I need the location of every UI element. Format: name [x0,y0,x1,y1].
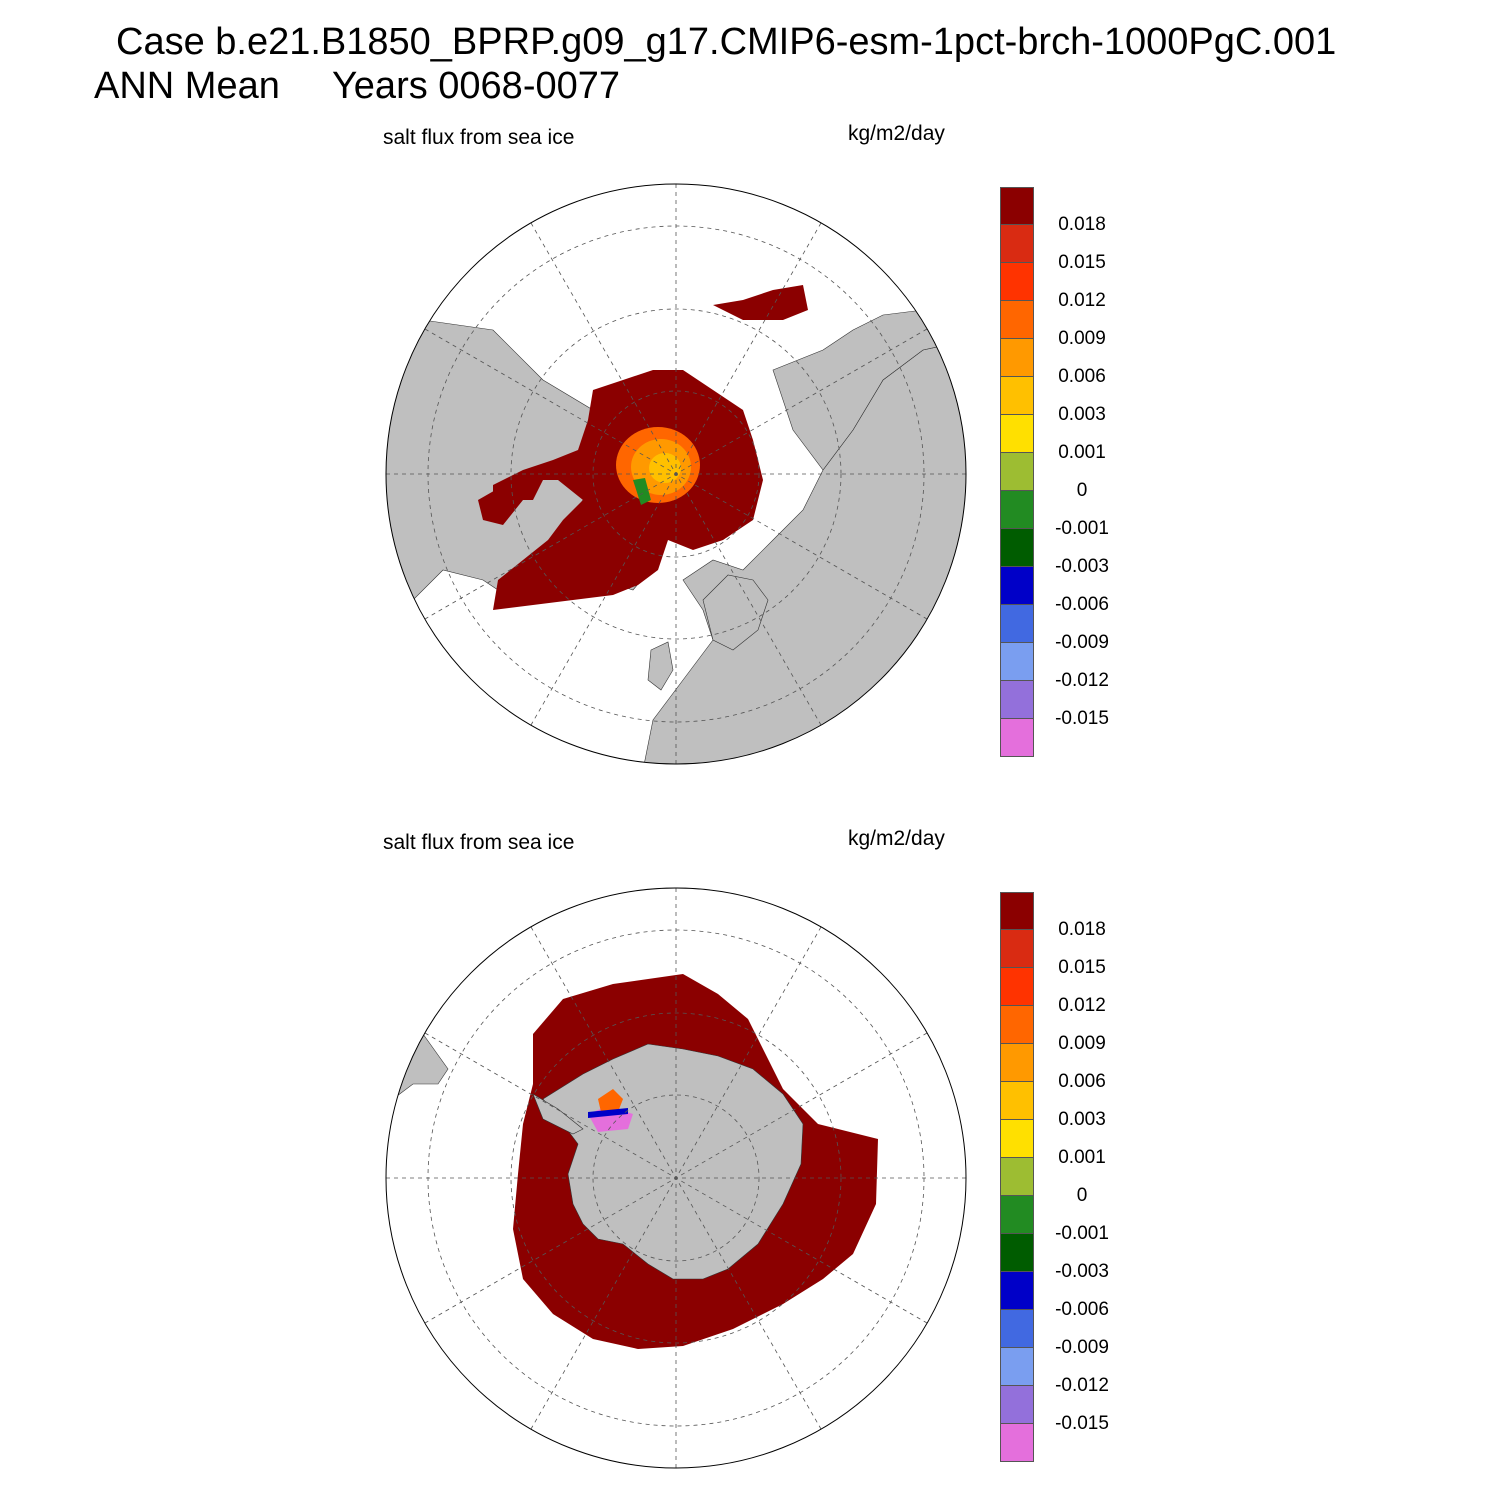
colorbar-tick-label: 0.001 [1058,1147,1106,1168]
colorbar-tick-label: -0.006 [1055,1299,1109,1320]
colorbar-tick-label: 0.015 [1058,252,1106,273]
colorbar-swatch [1000,968,1034,1006]
colorbar-swatch [1000,339,1034,377]
colorbar-swatch [1000,187,1034,225]
colorbar-swatch [1000,643,1034,681]
colorbar-tick-label: 0.012 [1058,995,1106,1016]
colorbar-swatch [1000,529,1034,567]
colorbar-tick-label: 0.001 [1058,442,1106,463]
colorbar-swatch [1000,1386,1034,1424]
panel-1-variable-label: salt flux from sea ice [383,126,575,149]
colorbar-swatch [1000,1120,1034,1158]
panel-1-units-label: kg/m2/day [848,122,945,145]
antarctic-peninsula-land [532,1093,584,1135]
colorbar-tick-label: -0.003 [1055,556,1109,577]
colorbar-swatch [1000,719,1034,757]
north-core-yellow [649,453,681,483]
colorbar-swatch [1000,1310,1034,1348]
colorbar-swatch [1000,301,1034,339]
colorbar-tick-label: 0.006 [1058,366,1106,387]
colorbar-swatch [1000,1234,1034,1272]
colorbar-tick-label: -0.001 [1055,518,1109,539]
siberia-north-land [772,309,966,471]
colorbar-swatch [1000,1196,1034,1234]
colorbar-tick-label: 0.009 [1058,328,1106,349]
colorbar-tick-label: -0.006 [1055,594,1109,615]
colorbar-tick-label: -0.003 [1055,1261,1109,1282]
south-ice-weddell-orange [598,1089,623,1112]
colorbar-swatch [1000,1006,1034,1044]
south-polar-map [385,887,967,1469]
colorbar-tick-label: 0.012 [1058,290,1106,311]
north-core-green-edge [633,478,651,505]
south-ice-weddell-blue [588,1108,628,1118]
colorbar-tick-label: -0.009 [1055,632,1109,653]
colorbar-tick-label: 0.018 [1058,214,1106,235]
colorbar-swatch [1000,491,1034,529]
colorbar-swatch [1000,567,1034,605]
north-ice-bering [713,285,808,320]
colorbar-tick-label: -0.015 [1055,1413,1109,1434]
colorbar-swatch [1000,263,1034,301]
colorbar-tick-label: 0.018 [1058,919,1106,940]
colorbar-swatch [1000,892,1034,930]
colorbar-swatch [1000,225,1034,263]
colorbar-tick-label: 0.006 [1058,1071,1106,1092]
colorbar-swatch [1000,681,1034,719]
colorbar-tick-label: -0.009 [1055,1337,1109,1358]
panel-2-variable-label: salt flux from sea ice [383,831,575,854]
north-ice-baffin-left [478,480,523,525]
colorbar-swatch [1000,1158,1034,1196]
uk-land [647,641,674,691]
colorbar-swatch [1000,1424,1034,1462]
colorbar-swatch [1000,1044,1034,1082]
colorbar-tick-label: -0.012 [1055,1375,1109,1396]
colorbar-swatch [1000,1082,1034,1120]
panel-2-units-label: kg/m2/day [848,827,945,850]
colorbar-tick-label: 0.009 [1058,1033,1106,1054]
colorbar-tick-label: 0 [1076,1185,1088,1206]
figure-title-line-1: Case b.e21.B1850_BPRP.g09_g17.CMIP6-esm-… [116,21,1337,63]
colorbar-tick-label: 0.015 [1058,957,1106,978]
colorbar-swatch [1000,930,1034,968]
colorbar-tick-label: 0.003 [1058,1109,1106,1130]
north-polar-map [385,183,967,765]
colorbar-swatch [1000,1348,1034,1386]
scandinavia-land [702,574,769,651]
colorbar-tick-label: -0.012 [1055,670,1109,691]
colorbar-swatch [1000,415,1034,453]
colorbar-tick-label: 0.003 [1058,404,1106,425]
colorbar-tick-label: -0.015 [1055,708,1109,729]
colorbar-swatch [1000,605,1034,643]
colorbar-swatch [1000,377,1034,415]
colorbar-swatch [1000,453,1034,491]
colorbar-swatch [1000,1272,1034,1310]
colorbar-tick-label: -0.001 [1055,1223,1109,1244]
colorbar-tick-label: 0 [1076,480,1088,501]
figure-title-line-2: ANN Mean Years 0068-0077 [94,65,621,107]
